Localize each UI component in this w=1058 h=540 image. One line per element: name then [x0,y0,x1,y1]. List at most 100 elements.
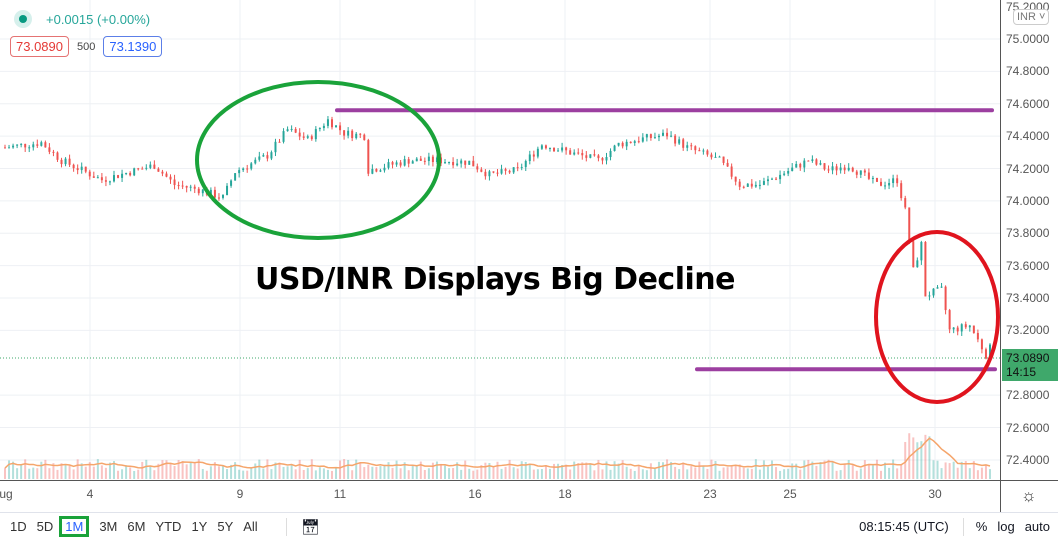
candle-body [589,154,592,158]
range-ytd[interactable]: YTD [155,519,182,534]
green-highlight-ellipse[interactable] [195,80,441,240]
volume-bar [314,470,317,479]
volume-bar [746,468,749,479]
candle-body [80,166,83,171]
candle-body [565,147,568,151]
candle-body [783,173,786,175]
candle-body [387,162,390,168]
volume-bar [44,459,47,479]
candle-body [928,295,931,297]
volume-bar [383,464,386,479]
candle-body [536,148,539,157]
candle-body [500,169,503,174]
candle-body [557,150,560,152]
volume-bars [4,433,991,479]
candle-body [24,143,27,148]
candle-body [670,135,673,137]
candle-body [645,134,648,138]
range-1m[interactable]: 1M [59,516,90,537]
currency-selector[interactable]: INR ˅ [1013,9,1050,25]
market-status-icon[interactable] [14,10,32,28]
red-highlight-ellipse[interactable] [874,230,1000,404]
candle-body [96,177,99,179]
candle-body [197,188,200,194]
range-5y[interactable]: 5Y [217,519,234,534]
bottom-toolbar: 1D 5D 1M 3M 6M YTD 1Y 5Y All 📅︎ 08:15:45 (UTC) %… [0,512,1058,540]
sell-button[interactable]: 73.0890 [10,36,69,57]
candle-body [246,168,249,170]
range-1y[interactable]: 1Y [191,519,208,534]
volume-bar [326,469,329,479]
candle-body [932,288,935,296]
candle-body [875,177,878,182]
range-5d[interactable]: 5D [36,519,54,534]
volume-bar [88,462,91,479]
volume-bar [649,463,652,479]
volume-bar [28,468,31,479]
price-chart[interactable] [0,0,1058,512]
candle-body [989,344,991,359]
volume-bar [40,461,43,479]
candle-body [64,158,67,165]
candle-body [173,179,176,186]
volume-bar [84,466,87,479]
volume-bar [722,467,725,479]
auto-toggle[interactable]: auto [1024,519,1050,534]
candle-body [411,161,414,164]
volume-bar [762,460,765,479]
volume-bar [843,463,846,479]
volume-bar [544,465,547,479]
volume-bar [213,462,216,479]
volume-bar [972,461,975,479]
candle-body [165,173,168,177]
candle-body [734,176,737,182]
volume-bar [375,467,378,479]
range-6m[interactable]: 6M [127,519,146,534]
candle-body [48,147,51,152]
candle-body [343,130,346,136]
clock[interactable]: 08:15:45 (UTC) [859,519,949,534]
candle-body [827,169,830,171]
candle-body [904,198,907,208]
candle-body [238,170,241,174]
quantity[interactable]: 500 [77,40,96,53]
date-tick: 16 [468,487,482,501]
candle-body [367,140,370,174]
candle-body [674,135,677,144]
volume-bar [129,467,132,479]
volume-bar [435,461,438,479]
candle-body [762,181,765,185]
volume-bar [185,464,188,479]
volume-bar [827,459,830,479]
volume-bar [403,462,406,479]
volume-bar [512,467,515,479]
volume-bar [52,463,55,479]
volume-bar [439,463,442,479]
range-all[interactable]: All [243,519,258,534]
volume-bar [4,468,6,479]
percent-toggle[interactable]: % [975,519,988,534]
volume-bar [270,469,273,479]
settings-gear-icon[interactable]: ☼ [1021,486,1037,505]
range-3m[interactable]: 3M [99,519,118,534]
volume-bar [173,466,176,479]
volume-bar [415,465,418,479]
range-1d[interactable]: 1D [10,519,27,534]
buy-button[interactable]: 73.1390 [103,36,163,57]
log-toggle[interactable]: log [997,519,1015,534]
goto-date-icon[interactable]: 📅︎ [285,517,320,536]
volume-bar [221,465,224,479]
volume-bar [104,467,107,479]
volume-bar [573,461,576,479]
candle-body [100,177,103,181]
volume-bar [217,466,220,479]
candle-body [738,181,741,187]
candle-body [831,166,834,171]
candle-body [32,144,35,148]
candle-body [193,186,196,189]
volume-bar [597,459,600,479]
candle-body [375,168,378,172]
candle-body [16,144,19,146]
candle-body [355,133,358,139]
candle-body [585,155,588,158]
